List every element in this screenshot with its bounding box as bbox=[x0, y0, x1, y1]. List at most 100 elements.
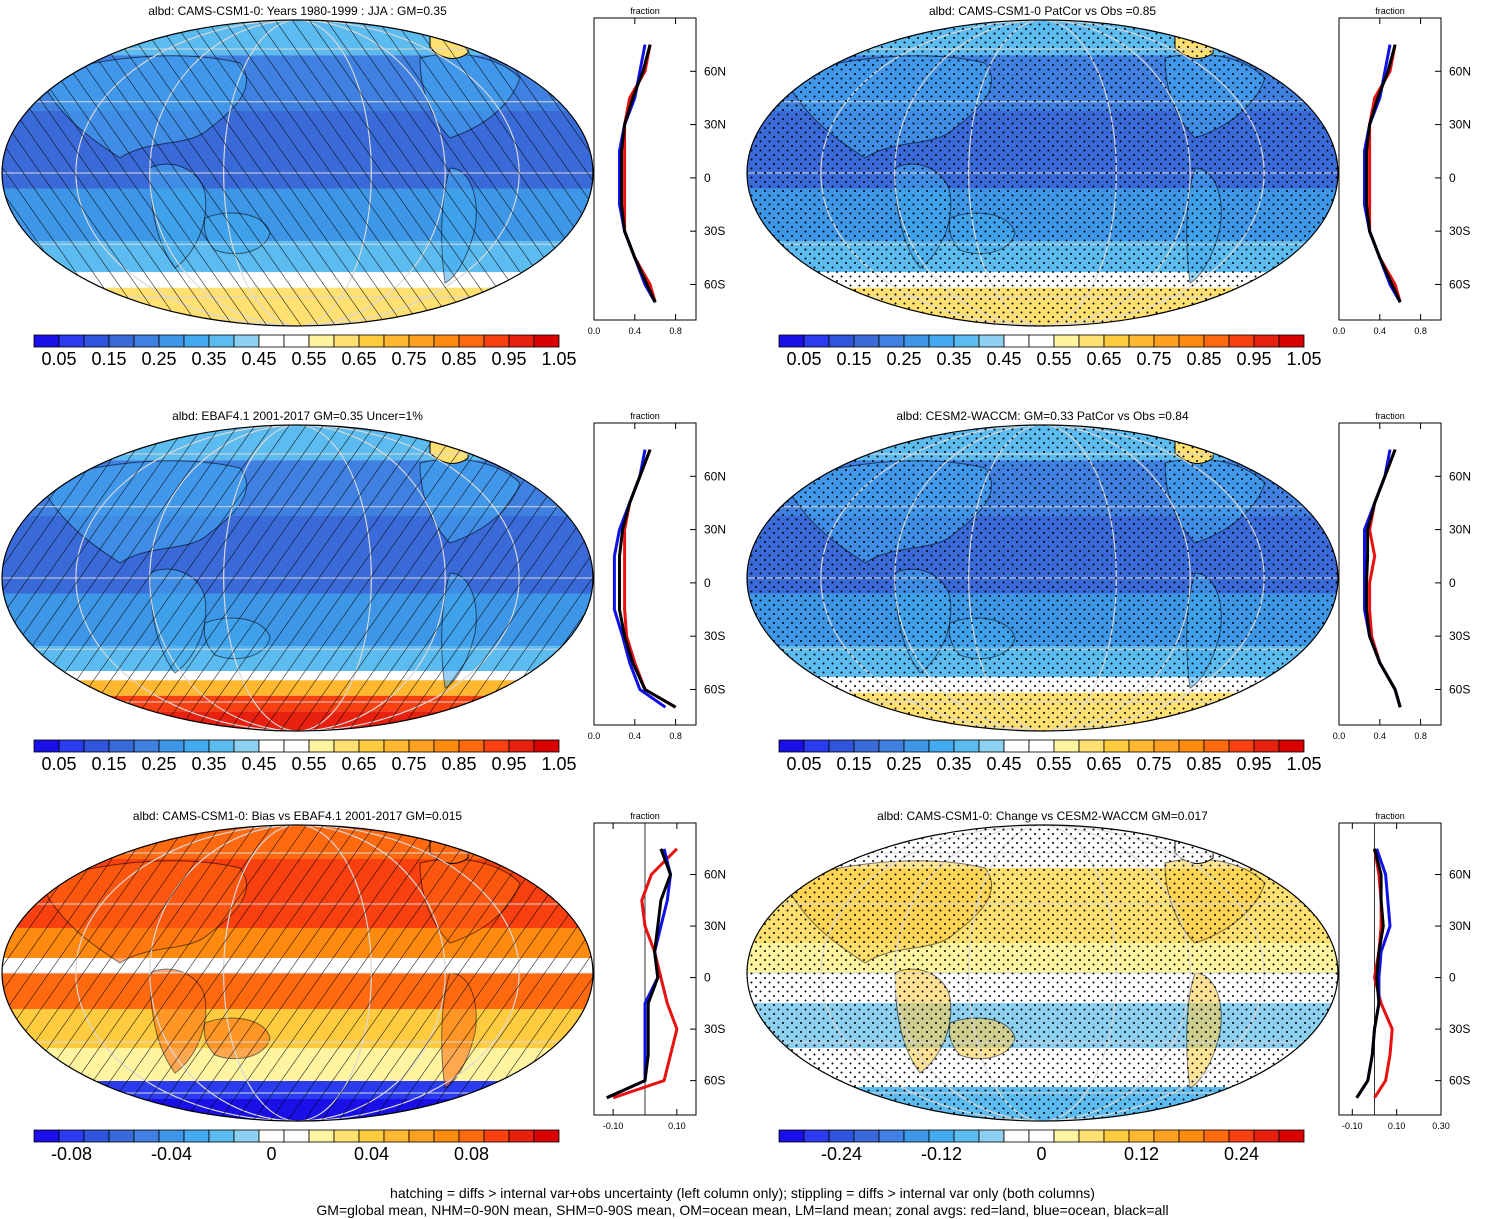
colorbar-swatch bbox=[1128, 1129, 1155, 1143]
robinson-map bbox=[746, 424, 1339, 732]
colorbar-labels: 0.05 0.15 0.25 0.35 0.45 0.55 0.65 0.75 0.85 0.95… bbox=[778, 349, 1321, 373]
colorbar-swatch bbox=[133, 334, 160, 348]
colorbar-swatch bbox=[903, 1129, 930, 1143]
colorbar-labels: 0.05 0.15 0.25 0.35 0.45 0.55 0.65 0.75 0.85 0.95… bbox=[33, 349, 576, 373]
colorbar-swatch bbox=[383, 739, 410, 753]
zonal-x-tick: 0.10 bbox=[668, 1121, 686, 1131]
zonal-series-all bbox=[620, 44, 657, 303]
zonal-series-land bbox=[612, 847, 679, 1100]
colorbar-labels: -0.08 -0.04 0 0.04 0.08 bbox=[33, 1144, 560, 1168]
map-border bbox=[1, 424, 594, 732]
footer-notes: hatching = diffs > internal var+obs unce… bbox=[0, 1185, 1485, 1219]
colorbar-swatch bbox=[1278, 334, 1305, 348]
zonal-lat-tick: 30S bbox=[704, 224, 725, 238]
colorbar-swatch bbox=[58, 334, 85, 348]
colorbar-swatch bbox=[508, 739, 535, 753]
colorbar-swatch bbox=[408, 1129, 435, 1143]
zonal-x-tick: 0.0 bbox=[588, 326, 601, 336]
panel-title: albd: EBAF4.1 2001-2017 GM=0.35 Uncer=1% bbox=[172, 409, 423, 423]
colorbar-swatch bbox=[283, 334, 310, 348]
colorbar-swatch bbox=[1253, 739, 1280, 753]
colorbar-swatch bbox=[383, 1129, 410, 1143]
colorbar-label: 0.85 bbox=[1186, 349, 1222, 369]
colorbar-label: 0.15 bbox=[836, 349, 872, 369]
colorbar-swatch bbox=[778, 334, 805, 348]
colorbar-swatch bbox=[458, 739, 485, 753]
colorbar-swatch bbox=[778, 1129, 805, 1143]
zonal-x-tick: 0.8 bbox=[669, 731, 682, 741]
colorbar-swatch bbox=[828, 739, 855, 753]
zonal-lat-tick: 30N bbox=[1449, 919, 1471, 933]
colorbar-swatch bbox=[1103, 1129, 1130, 1143]
colorbar-swatch bbox=[1003, 739, 1030, 753]
zonal-lat-tick: 0 bbox=[704, 171, 711, 185]
map-border bbox=[1, 19, 594, 327]
colorbar-label: 0.05 bbox=[786, 754, 822, 774]
colorbar-label: 0.35 bbox=[936, 754, 972, 774]
colorbar-label: 0.45 bbox=[986, 349, 1022, 369]
zonal-lat-tick: 0 bbox=[1449, 171, 1456, 185]
zonal-mean-plot: fraction 60N 30N 0 30S 60S 0.0 0.4 0.8 bbox=[588, 6, 726, 336]
colorbar-swatch bbox=[233, 1129, 260, 1143]
zonal-axis-title: fraction bbox=[630, 6, 660, 16]
colorbar-label: 0.35 bbox=[191, 754, 227, 774]
colorbar-labels: 0.05 0.15 0.25 0.35 0.45 0.55 0.65 0.75 0.85 0.95… bbox=[33, 754, 576, 778]
colorbar-swatch bbox=[233, 334, 260, 348]
colorbar-swatch bbox=[1128, 739, 1155, 753]
colorbar-label: 1.05 bbox=[541, 349, 577, 369]
colorbar-label: 0.85 bbox=[441, 754, 477, 774]
zonal-lat-tick: 30S bbox=[1449, 1022, 1470, 1036]
colorbar-swatch bbox=[458, 334, 485, 348]
colorbar-label: 1.05 bbox=[1286, 754, 1322, 774]
colorbar-swatch bbox=[1053, 334, 1080, 348]
colorbar-label: 0.25 bbox=[886, 349, 922, 369]
colorbar-swatch bbox=[83, 334, 110, 348]
zonal-x-tick: -0.10 bbox=[603, 1121, 624, 1131]
zonal-x-tick: 0.4 bbox=[629, 326, 642, 336]
colorbar-swatch bbox=[1153, 1129, 1180, 1143]
colorbar-swatch bbox=[33, 739, 60, 753]
colorbar-swatch bbox=[308, 739, 335, 753]
colorbar-swatch bbox=[1178, 334, 1205, 348]
colorbar-swatch bbox=[533, 1129, 560, 1143]
zonal-lat-tick: 60N bbox=[704, 469, 726, 483]
zonal-frame bbox=[593, 17, 697, 321]
panel-cams-clim: albd: CAMS-CSM1-0: Years 1980-1999 : JJA… bbox=[0, 0, 740, 400]
colorbar-swatch bbox=[483, 1129, 510, 1143]
zonal-lat-tick: 30N bbox=[704, 919, 726, 933]
colorbar-swatch bbox=[308, 334, 335, 348]
colorbar-label: 0.75 bbox=[391, 754, 427, 774]
colorbar bbox=[778, 739, 1305, 753]
colorbar-swatch bbox=[1128, 334, 1155, 348]
colorbar-label: 0.95 bbox=[491, 349, 527, 369]
colorbar-swatch bbox=[1003, 1129, 1030, 1143]
colorbar-swatch bbox=[433, 739, 460, 753]
colorbar-swatch bbox=[1203, 1129, 1230, 1143]
colorbar-label: 0.35 bbox=[191, 349, 227, 369]
colorbar-swatch bbox=[433, 334, 460, 348]
colorbar-swatch bbox=[1278, 1129, 1305, 1143]
colorbar-labels: 0.05 0.15 0.25 0.35 0.45 0.55 0.65 0.75 0.85 0.95… bbox=[778, 754, 1321, 778]
colorbar-swatch bbox=[133, 739, 160, 753]
colorbar-label: 0.04 bbox=[353, 1144, 390, 1164]
zonal-series-ocean bbox=[1355, 848, 1392, 1099]
colorbar-swatch bbox=[408, 334, 435, 348]
colorbar-label: 1.05 bbox=[1286, 349, 1322, 369]
colorbar-label: 0.24 bbox=[1223, 1144, 1260, 1164]
colorbar-swatch bbox=[803, 739, 830, 753]
colorbar-swatch bbox=[853, 334, 880, 348]
colorbar-swatch bbox=[483, 739, 510, 753]
zonal-lat-tick: 30N bbox=[1449, 523, 1471, 537]
colorbar-label: 0.75 bbox=[1136, 349, 1172, 369]
panel-cams-patcor: albd: CAMS-CSM1-0 PatCor vs Obs =0.85 fra… bbox=[745, 0, 1485, 400]
colorbar-swatch bbox=[953, 739, 980, 753]
colorbar-swatch bbox=[183, 1129, 210, 1143]
colorbar-swatch bbox=[1103, 739, 1130, 753]
map-border bbox=[746, 824, 1339, 1122]
panel-title: albd: CESM2-WACCM: GM=0.33 PatCor vs Obs… bbox=[896, 409, 1189, 423]
colorbar-label: 0.45 bbox=[241, 349, 277, 369]
zonal-frame bbox=[1338, 17, 1442, 321]
colorbar-swatch bbox=[1028, 334, 1055, 348]
colorbar-swatch bbox=[1078, 739, 1105, 753]
colorbar-swatch bbox=[58, 1129, 85, 1143]
